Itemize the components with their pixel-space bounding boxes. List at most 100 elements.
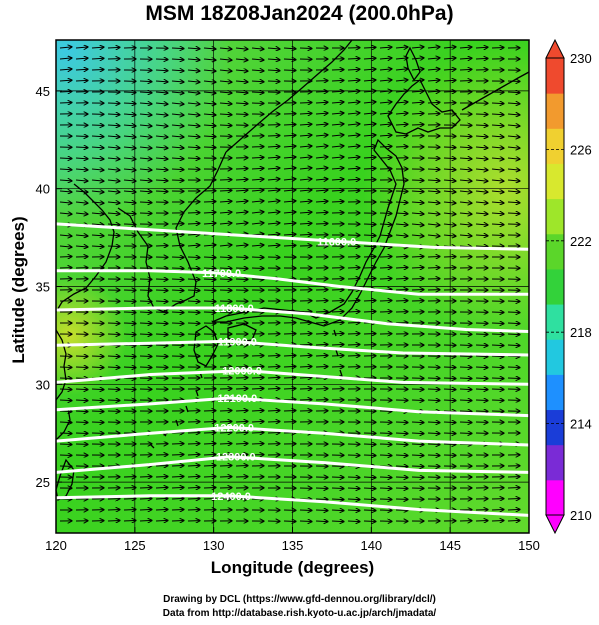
wind-arrow <box>315 91 328 92</box>
colorbar-labels: 230 226 222 218 214 210 <box>546 51 592 523</box>
wind-arrow <box>363 113 376 114</box>
wind-arrow <box>251 432 264 433</box>
wind-arrow <box>155 290 168 291</box>
wind-arrow <box>459 158 472 159</box>
wind-arrow <box>491 224 504 225</box>
wind-arrow <box>155 487 168 488</box>
x-tick-label: 135 <box>282 538 304 553</box>
wind-arrow <box>395 235 408 236</box>
wind-arrow <box>219 443 232 444</box>
wind-arrow <box>347 510 360 511</box>
wind-arrow <box>235 268 248 269</box>
wind-arrow <box>123 92 136 93</box>
wind-arrow <box>299 157 312 158</box>
wind-arrow <box>139 334 152 335</box>
wind-arrow <box>187 158 200 159</box>
wind-arrow <box>315 102 328 103</box>
wind-arrow <box>299 223 312 224</box>
wind-arrow <box>395 113 408 114</box>
wind-arrow <box>235 179 248 180</box>
height-contour-line <box>55 494 530 517</box>
wind-arrow <box>459 378 472 379</box>
wind-arrow <box>107 367 120 368</box>
wind-arrow <box>331 168 344 169</box>
wind-arrow <box>75 47 88 48</box>
wind-arrow <box>59 91 72 92</box>
contour-labels: 11600.0 11700.0 11800.0 11900.0 12000.0 12100… <box>202 237 356 503</box>
wind-arrow <box>507 125 520 126</box>
wind-arrow <box>155 323 168 324</box>
height-contour-line <box>55 306 530 333</box>
wind-arrow <box>299 201 312 202</box>
wind-arrow <box>75 80 88 81</box>
wind-arrow <box>267 388 280 389</box>
wind-arrow <box>123 509 136 510</box>
wind-arrow <box>59 69 72 70</box>
wind-arrow <box>139 191 152 192</box>
wind-arrow <box>107 224 120 225</box>
wind-arrow <box>443 191 456 192</box>
wind-arrow <box>299 333 312 334</box>
wind-arrow <box>203 257 216 258</box>
wind-arrow <box>123 202 136 203</box>
wind-arrow <box>251 223 264 224</box>
colorbar-segment <box>546 374 564 411</box>
wind-arrow <box>171 147 184 148</box>
wind-arrow <box>379 256 392 257</box>
contour-label: 12300.0 <box>216 452 256 464</box>
wind-arrow <box>267 135 280 136</box>
wind-arrow <box>363 124 376 125</box>
wind-arrow <box>187 476 200 477</box>
wind-arrow <box>219 432 232 433</box>
wind-arrow <box>219 268 232 269</box>
wind-arrow <box>395 124 408 125</box>
wind-arrow <box>219 125 232 126</box>
wind-arrow <box>123 114 136 115</box>
wind-arrow <box>411 235 424 236</box>
y-tick-label: 30 <box>36 377 50 392</box>
wind-arrow <box>235 410 248 411</box>
wind-arrow <box>171 114 184 115</box>
wind-arrow <box>203 103 216 104</box>
colorbar-segment <box>546 93 564 129</box>
wind-arrow <box>139 520 152 521</box>
wind-arrow <box>427 422 440 423</box>
wind-arrow <box>171 158 184 159</box>
wind-arrow <box>251 212 264 213</box>
wind-arrow <box>91 69 104 70</box>
wind-arrow <box>299 377 312 378</box>
wind-arrow <box>491 103 504 104</box>
wind-arrow <box>395 102 408 103</box>
colorbar-label: 214 <box>570 417 592 432</box>
wind-arrow <box>475 235 488 236</box>
wind-arrow <box>347 91 360 92</box>
wind-arrow <box>139 103 152 104</box>
wind-arrow <box>459 136 472 137</box>
x-tick-label: 125 <box>124 538 146 553</box>
wind-arrow <box>443 202 456 203</box>
wind-arrow <box>411 113 424 114</box>
wind-arrow <box>411 422 424 423</box>
wind-arrow <box>411 202 424 203</box>
wind-arrow <box>155 59 168 60</box>
wind-arrow <box>459 224 472 225</box>
wind-arrow <box>139 301 152 302</box>
wind-arrow <box>155 312 168 313</box>
wind-arrow <box>363 311 376 312</box>
wind-arrow <box>59 433 72 434</box>
wind-arrow <box>171 323 184 324</box>
wind-arrow <box>107 125 120 126</box>
wind-arrow <box>299 146 312 147</box>
wind-arrow <box>475 356 488 357</box>
wind-arrow <box>235 245 248 246</box>
wind-arrow <box>267 190 280 191</box>
wind-arrow <box>443 91 456 92</box>
wind-arrow <box>443 180 456 181</box>
wind-arrow <box>91 47 104 48</box>
wind-arrow <box>347 113 360 114</box>
height-contour-line <box>55 425 530 447</box>
wind-arrow <box>443 69 456 70</box>
wind-arrow <box>171 48 184 49</box>
wind-arrow <box>171 81 184 82</box>
wind-arrow <box>139 498 152 499</box>
